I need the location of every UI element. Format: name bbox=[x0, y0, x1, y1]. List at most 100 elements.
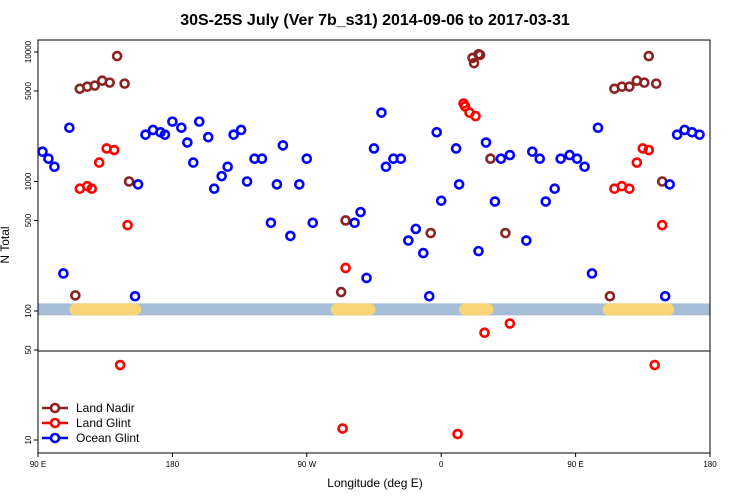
ocean-glint-point bbox=[410, 223, 422, 235]
land-nadir-point bbox=[638, 77, 650, 88]
ocean-glint-point bbox=[285, 230, 296, 242]
land-glint-point bbox=[114, 359, 126, 371]
ocean-glint-point bbox=[423, 290, 435, 302]
ocean-glint-point bbox=[403, 235, 414, 246]
ocean-glint-point bbox=[694, 129, 705, 140]
ocean-glint-point bbox=[265, 217, 277, 229]
land-glint-point bbox=[470, 110, 481, 122]
x-tick-label: 90 W bbox=[297, 460, 316, 469]
land-glint-point bbox=[504, 318, 516, 329]
land-nadir-point bbox=[604, 290, 616, 302]
ocean-glint-point bbox=[495, 153, 507, 164]
ocean-glint-point bbox=[431, 126, 443, 138]
ocean-glint-point bbox=[534, 153, 546, 164]
land-nadir-point bbox=[104, 77, 115, 88]
ocean-glint-point bbox=[235, 124, 247, 136]
ocean-glint-point bbox=[592, 122, 604, 134]
y-axis-label: N Total bbox=[0, 226, 12, 263]
ocean-glint-point bbox=[294, 179, 305, 190]
ocean-glint-point bbox=[450, 143, 462, 154]
x-tick-label: 180 bbox=[166, 460, 180, 469]
land-glint-point bbox=[108, 144, 120, 156]
land-glint-point bbox=[624, 183, 635, 194]
ocean-glint-point bbox=[521, 235, 532, 246]
ocean-glint-point bbox=[277, 140, 289, 151]
ocean-glint-point bbox=[664, 179, 675, 190]
land-nadir-point bbox=[70, 290, 81, 301]
ocean-glint-point bbox=[526, 146, 538, 157]
ocean-glint-point bbox=[504, 149, 516, 161]
land-glint-point bbox=[656, 219, 668, 231]
land-glint-point bbox=[479, 327, 490, 338]
plot-frame bbox=[37, 39, 711, 454]
ocean-glint-point bbox=[571, 153, 583, 164]
x-tick-label: 90 E bbox=[30, 460, 46, 469]
ocean-glint-point bbox=[540, 196, 552, 207]
land-nadir-point bbox=[123, 176, 135, 187]
ocean-glint-point bbox=[376, 107, 387, 118]
ocean-glint-point bbox=[586, 268, 598, 279]
land-nadir-point bbox=[624, 81, 635, 92]
plot-area: 10 50 100 500 1000 5000 10000 90 E 180 90 W 0 90 E 1… bbox=[24, 39, 717, 469]
ocean-glint-point bbox=[49, 161, 60, 173]
x-axis-label: Longitude (deg E) bbox=[327, 476, 422, 490]
legend-label-land-glint: Land Glint bbox=[76, 416, 131, 430]
ocean-glint-point bbox=[301, 153, 313, 164]
land-nadir-point bbox=[485, 153, 496, 164]
y-tick-label: 100 bbox=[24, 304, 33, 318]
x-tick-label: 0 bbox=[439, 460, 444, 469]
ocean-glint-point bbox=[176, 122, 187, 134]
ocean-glint-point bbox=[380, 161, 392, 173]
ocean-glint-point bbox=[208, 183, 220, 194]
land-nadir-point bbox=[650, 78, 662, 89]
land-nadir-point bbox=[340, 215, 351, 226]
legend-label-ocean-glint: Ocean Glint bbox=[76, 431, 140, 445]
ocean-glint-point bbox=[480, 137, 492, 148]
ocean-glint-point bbox=[202, 131, 214, 143]
ocean-glint-point bbox=[159, 129, 171, 140]
ocean-glint-point bbox=[182, 137, 193, 148]
land-glint-point bbox=[340, 262, 351, 274]
land-nadir-point bbox=[89, 80, 101, 91]
ocean-glint-point bbox=[241, 176, 253, 187]
ocean-glint-point bbox=[216, 170, 227, 182]
ocean-glint-point bbox=[549, 183, 560, 194]
land-nadir-point bbox=[474, 49, 486, 61]
ocean-glint-point bbox=[193, 116, 205, 127]
ocean-glint-point bbox=[58, 268, 69, 279]
ocean-glint-point bbox=[64, 122, 75, 134]
legend-marker-land-glint bbox=[49, 417, 61, 429]
land-glint-point bbox=[631, 157, 643, 168]
y-tick-label: 1000 bbox=[24, 172, 33, 190]
land-glint-point bbox=[643, 144, 655, 156]
land-nadir-point bbox=[119, 78, 130, 89]
land-nadir-point bbox=[643, 50, 655, 62]
ocean-glint-point bbox=[167, 116, 178, 127]
land-nadir-point bbox=[468, 57, 480, 69]
legend-marker-land-nadir bbox=[49, 402, 61, 414]
land-glint-point bbox=[452, 428, 463, 440]
ocean-glint-point bbox=[489, 196, 501, 207]
ocean-glint-point bbox=[43, 153, 54, 164]
legend-marker-ocean-glint bbox=[49, 432, 61, 444]
ocean-glint-point bbox=[659, 290, 671, 302]
x-tick-label: 90 E bbox=[567, 460, 583, 469]
ocean-glint-point bbox=[140, 129, 151, 140]
legend-label-land-nadir: Land Nadir bbox=[76, 401, 135, 415]
ocean-glint-point bbox=[349, 217, 360, 229]
land-glint-point bbox=[86, 183, 98, 194]
chart-title: 30S-25S July (Ver 7b_s31) 2014-09-06 to … bbox=[180, 12, 570, 29]
land-glint-point bbox=[649, 359, 661, 371]
y-tick-label: 10000 bbox=[24, 40, 33, 63]
ocean-glint-point bbox=[473, 245, 484, 257]
land-glint-point bbox=[637, 143, 649, 154]
land-nadir-point bbox=[335, 286, 347, 298]
ocean-glint-point bbox=[355, 206, 366, 218]
ocean-glint-point bbox=[37, 146, 48, 157]
ocean-glint-point bbox=[671, 129, 683, 140]
land-nadir-point bbox=[111, 50, 123, 62]
ocean-glint-point bbox=[271, 179, 283, 190]
land-nadir-point bbox=[425, 227, 437, 239]
